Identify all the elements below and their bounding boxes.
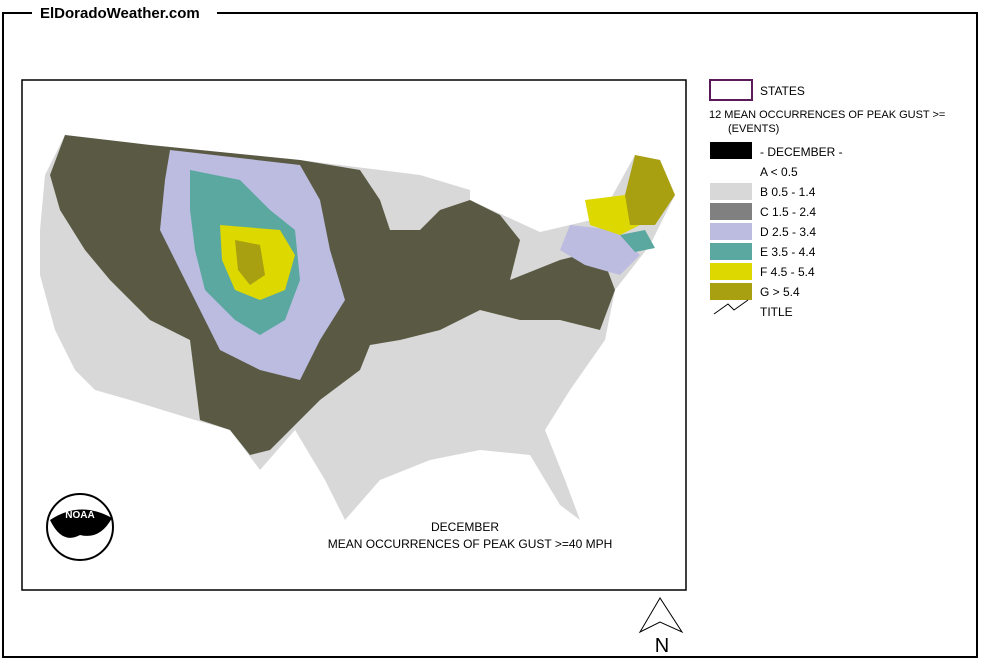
legend-heading: 12 MEAN OCCURRENCES OF PEAK GUST >= (709, 109, 945, 121)
legend-label: E 3.5 - 4.4 (760, 245, 816, 259)
legend-month: - DECEMBER - (760, 145, 843, 159)
title-backing (32, 3, 217, 23)
legend-swatch (710, 183, 752, 200)
legend: STATES 12 MEAN OCCURRENCES OF PEAK GUST … (709, 79, 945, 319)
logo-text: NOAA (65, 510, 94, 521)
legend-label: B 0.5 - 1.4 (760, 185, 816, 199)
legend-label: A < 0.5 (760, 165, 798, 179)
region-ne-g (625, 155, 675, 225)
region-ne-f (585, 195, 640, 235)
legend-label: F 4.5 - 5.4 (760, 265, 815, 279)
legend-swatch (710, 263, 752, 280)
legend-label: C 1.5 - 2.4 (760, 205, 816, 219)
title-symbol (713, 299, 749, 315)
legend-swatch (710, 163, 752, 180)
legend-title: TITLE (760, 305, 793, 319)
region-g (235, 240, 265, 285)
arrow (638, 597, 684, 634)
region-ne-d (560, 225, 640, 275)
logo-bird (50, 509, 112, 538)
legend-swatch (710, 223, 752, 240)
legend-swatch (710, 283, 752, 300)
site-title: ElDoradoWeather.com (40, 5, 200, 22)
north-label: N (655, 635, 669, 657)
map (40, 135, 675, 520)
legend-units: (EVENTS) (728, 123, 779, 135)
legend-swatch (710, 203, 752, 220)
caption-month: DECEMBER (431, 520, 499, 534)
north-arrow: N (638, 597, 684, 657)
caption: MEAN OCCURRENCES OF PEAK GUST >=40 MPH (328, 537, 613, 551)
noaa-logo: NOAA (46, 493, 114, 561)
outer-frame (2, 12, 978, 658)
legend-swatch (710, 243, 752, 260)
legend-label: G > 5.4 (760, 285, 800, 299)
legend-label: D 2.5 - 3.4 (760, 225, 816, 239)
region-ne-e (620, 230, 655, 252)
month-swatch (710, 142, 752, 159)
legend-states: STATES (760, 84, 805, 98)
states-swatch (709, 79, 753, 101)
